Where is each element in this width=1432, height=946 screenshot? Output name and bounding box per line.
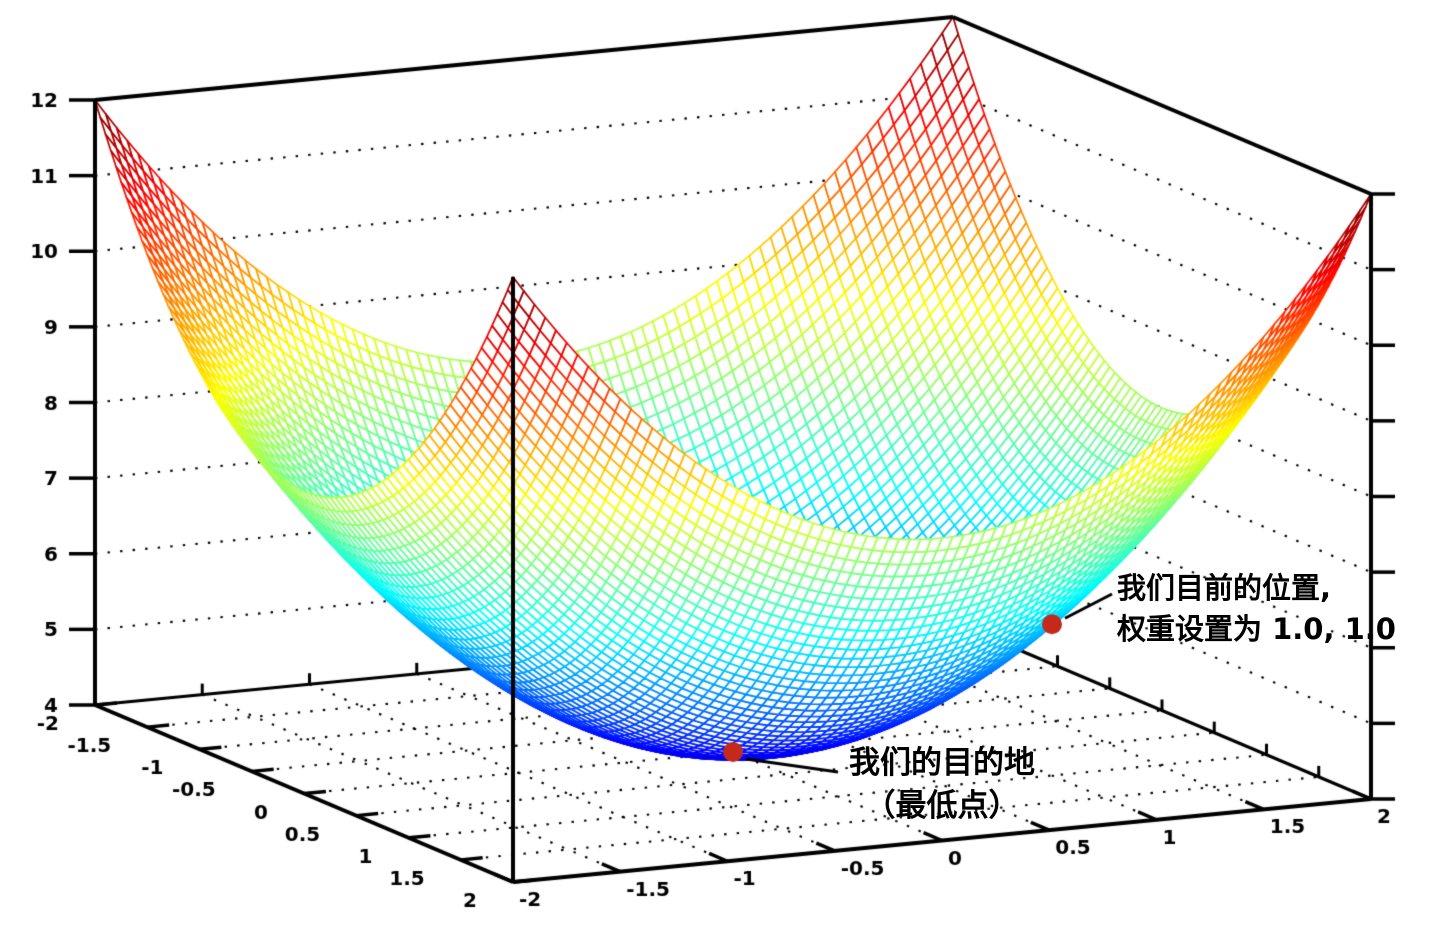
annotation-current-position: 我们目前的位置, 权重设置为 1.0, 1.0: [1117, 568, 1396, 650]
annotation-destination-line1: 我们的目的地: [849, 745, 1035, 781]
annotation-destination-line2: （最低点）: [864, 788, 1020, 824]
annotation-destination: 我们的目的地 （最低点）: [834, 742, 1050, 828]
annotation-current-line2: 权重设置为 1.0, 1.0: [1117, 612, 1396, 646]
annotation-current-line1: 我们目前的位置,: [1117, 571, 1332, 605]
